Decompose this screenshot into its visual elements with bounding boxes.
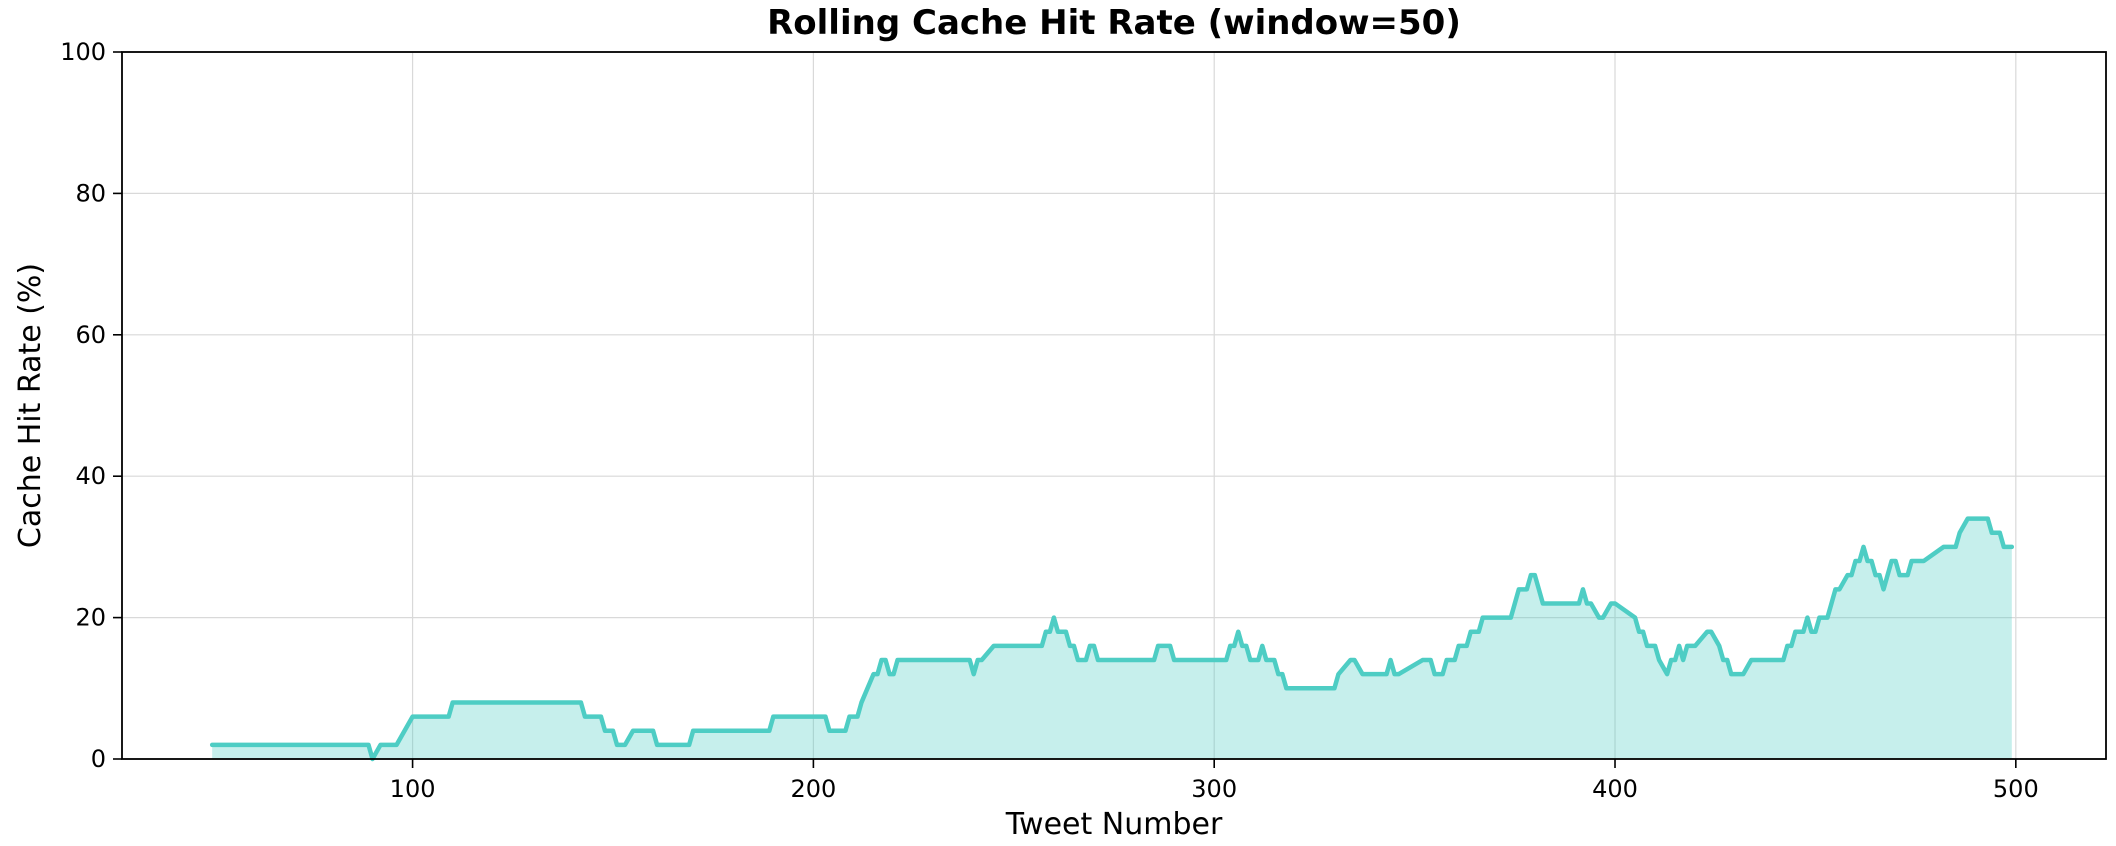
x-tick-label: 200 [790,775,836,803]
x-tick-label: 400 [1592,775,1638,803]
y-tick-label: 80 [75,179,106,207]
chart-title: Rolling Cache Hit Rate (window=50) [767,3,1461,43]
y-axis-label: Cache Hit Rate (%) [13,263,48,548]
y-tick-label: 60 [75,321,106,349]
y-tick-label: 100 [60,38,106,66]
x-tick-label: 300 [1191,775,1237,803]
area-fill [212,518,2012,759]
y-tick-label: 20 [75,604,106,632]
y-axis-ticks: 0 20 40 60 80 100 [60,38,122,773]
x-axis-ticks: 100 200 300 400 500 [390,759,2039,803]
x-tick-label: 100 [390,775,436,803]
series-line [209,516,2015,762]
plot-frame [121,51,2107,760]
y-tick-label: 40 [75,462,106,490]
y-tick-label: 0 [91,745,106,773]
x-tick-label: 500 [1993,775,2039,803]
x-axis-label: Tweet Number [1005,807,1223,842]
